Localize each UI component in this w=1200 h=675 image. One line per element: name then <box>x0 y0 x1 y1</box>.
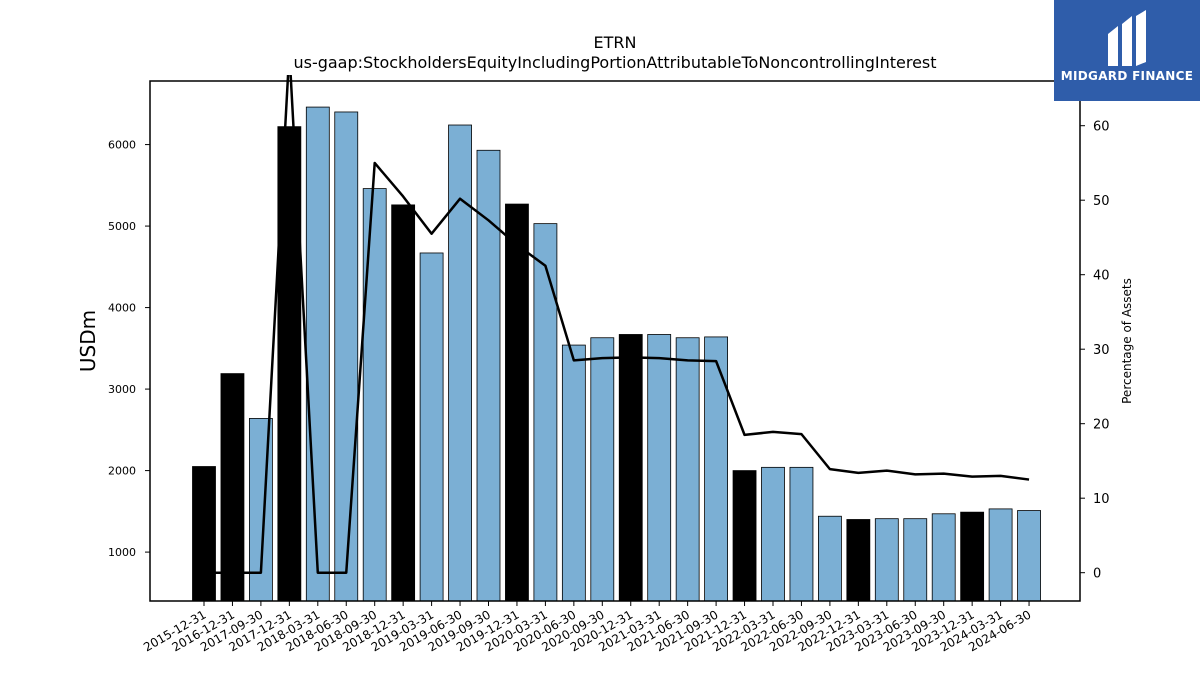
bar-2018-06-30 <box>334 111 359 602</box>
left-axis-ticks: 1000 2000 3000 4000 5000 6000 <box>108 139 150 559</box>
bar-2020-09-30 <box>590 337 615 602</box>
y2-tick-label: 0 <box>1093 567 1101 582</box>
bar-2020-12-31 <box>618 334 643 602</box>
bar-2019-03-31 <box>419 252 444 602</box>
x-axis-ticks: 2015-12-312016-12-312017-09-302017-12-31… <box>141 601 1034 654</box>
bar-2018-03-31 <box>305 106 330 602</box>
y-tick-label: 4000 <box>108 302 136 315</box>
bar-series <box>192 106 1041 602</box>
bar-2021-12-31 <box>732 470 757 602</box>
y2-tick-label: 40 <box>1093 269 1110 284</box>
bar-2022-09-30 <box>818 515 842 602</box>
bar-2020-06-30 <box>561 344 586 602</box>
bar-2015-12-31 <box>192 466 216 602</box>
bar-2022-06-30 <box>789 466 814 602</box>
bar-2018-09-30 <box>362 188 387 602</box>
y2-tick-label: 60 <box>1093 120 1110 135</box>
y-axis-label: USDm <box>76 310 100 372</box>
bar-2021-09-30 <box>704 336 728 602</box>
bar-2020-03-31 <box>533 223 558 602</box>
plot-frame <box>149 80 1081 602</box>
bar-2021-03-31 <box>647 334 672 602</box>
bar-2019-12-31 <box>505 203 529 602</box>
bar-2023-03-31 <box>874 518 899 602</box>
y-tick-label: 3000 <box>108 383 136 396</box>
y-tick-label: 6000 <box>108 139 136 152</box>
percentage-line <box>204 75 1030 574</box>
y-tick-label: 1000 <box>108 546 136 559</box>
bar-2018-12-31 <box>391 204 416 602</box>
brand-logo: MIDGARD FINANCE <box>1054 0 1200 101</box>
y2-tick-label: 50 <box>1093 194 1110 209</box>
percentage-line-series <box>204 75 1030 574</box>
bar-2022-03-31 <box>761 466 785 602</box>
midgard-logo-icon <box>1108 10 1146 66</box>
bar-2016-12-31 <box>220 373 245 602</box>
y-tick-label: 2000 <box>108 465 136 478</box>
y2-axis-label: Percentage of Assets <box>1120 278 1134 404</box>
bar-2022-12-31 <box>846 519 871 602</box>
bar-2024-06-30 <box>1017 510 1041 602</box>
bar-2024-03-31 <box>988 508 1013 602</box>
y-tick-label: 5000 <box>108 220 136 233</box>
bar-2023-09-30 <box>931 513 956 602</box>
right-axis-ticks: 0 10 20 30 40 50 60 <box>1080 120 1110 582</box>
chart-title: ETRN <box>594 33 637 52</box>
bar-2023-06-30 <box>903 518 928 602</box>
y2-tick-label: 10 <box>1093 492 1110 507</box>
chart-subtitle: us-gaap:StockholdersEquityIncludingPorti… <box>293 53 936 72</box>
bar-2023-12-31 <box>960 511 985 602</box>
logo-text: MIDGARD FINANCE <box>1060 69 1194 83</box>
bar-2019-09-30 <box>476 149 501 602</box>
y2-tick-label: 20 <box>1093 418 1110 433</box>
bar-2019-06-30 <box>448 124 472 602</box>
y2-tick-label: 30 <box>1093 343 1110 358</box>
bar-2021-06-30 <box>675 337 700 602</box>
